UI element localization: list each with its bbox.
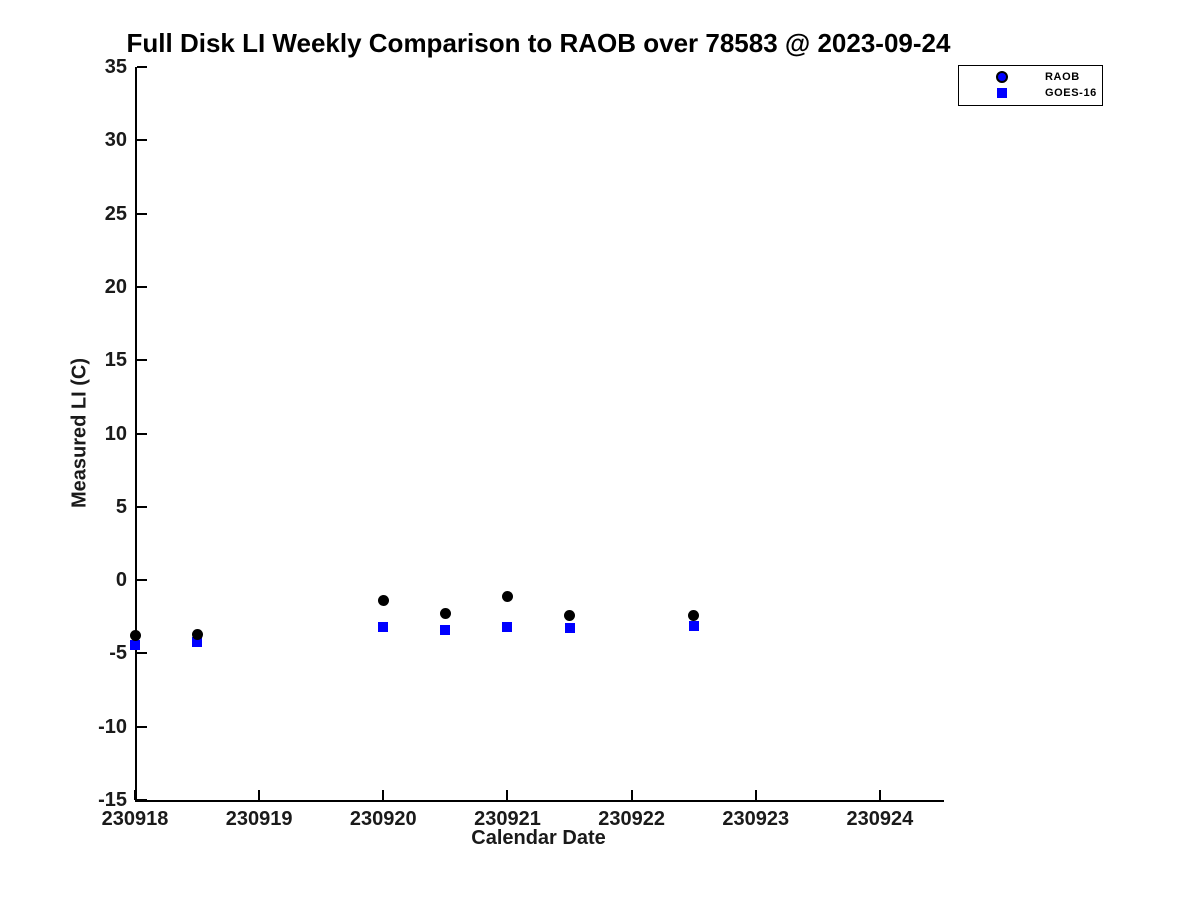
y-tick-mark: [137, 799, 147, 801]
legend-row-goes16: GOES-16: [959, 85, 1102, 101]
x-tick-label: 230918: [101, 808, 169, 830]
plot-area: [135, 67, 944, 802]
y-tick-label: 10: [104, 422, 127, 445]
y-tick-mark: [137, 432, 147, 435]
legend-square-icon: [997, 88, 1007, 98]
data-point-raob: [439, 608, 451, 620]
y-tick-label: 30: [104, 129, 127, 152]
y-tick-label: 20: [104, 275, 127, 298]
y-tick-mark: [137, 285, 147, 288]
x-tick-mark: [382, 790, 385, 800]
y-tick-mark: [137, 139, 147, 142]
data-point-goes16: [440, 624, 451, 635]
x-tick-mark: [630, 790, 633, 800]
x-tick-mark: [134, 790, 136, 800]
y-tick-label: -5: [109, 642, 127, 665]
data-point-raob: [191, 628, 203, 640]
data-point-raob: [501, 590, 513, 602]
y-tick-mark: [137, 359, 147, 362]
x-axis-label: Calendar Date: [471, 827, 606, 849]
x-tick-mark: [878, 790, 881, 800]
data-point-raob: [564, 609, 576, 621]
legend-marker-cell: [959, 71, 1045, 83]
data-point-raob: [129, 630, 141, 642]
data-point-raob: [377, 595, 389, 607]
y-tick-label: 5: [115, 495, 127, 518]
legend: RAOB GOES-16: [958, 65, 1103, 106]
y-tick-mark: [137, 725, 147, 728]
x-tick-mark: [258, 790, 261, 800]
x-tick-label: 230922: [598, 808, 665, 830]
y-tick-label: 0: [115, 569, 127, 592]
data-point-goes16: [130, 639, 140, 650]
y-tick-label: -15: [98, 789, 127, 811]
x-tick-label: 230924: [846, 808, 914, 830]
x-tick-label: 230920: [349, 808, 417, 830]
legend-circle-icon: [996, 71, 1008, 83]
legend-label: RAOB: [1045, 71, 1080, 83]
data-point-goes16: [564, 623, 575, 634]
legend-marker-cell: [959, 88, 1045, 98]
y-tick-label: 35: [104, 56, 127, 78]
y-tick-label: 25: [104, 202, 127, 225]
x-tick-mark: [754, 790, 757, 800]
chart-title: Full Disk LI Weekly Comparison to RAOB o…: [126, 28, 951, 58]
legend-row-raob: RAOB: [959, 69, 1102, 85]
data-point-goes16: [688, 620, 699, 631]
y-tick-mark: [137, 66, 147, 68]
x-tick-mark: [506, 790, 509, 800]
x-tick-label: 230923: [722, 808, 790, 830]
y-tick-mark: [137, 212, 147, 215]
y-tick-mark: [137, 505, 147, 508]
x-tick-label: 230919: [225, 808, 293, 830]
legend-label: GOES-16: [1045, 87, 1097, 99]
y-tick-label: -10: [98, 715, 127, 738]
data-point-goes16: [378, 622, 389, 632]
x-tick-label: 230921: [474, 808, 541, 830]
y-tick-label: 15: [104, 349, 127, 372]
data-point-goes16: [502, 622, 513, 632]
data-point-raob: [688, 609, 700, 621]
y-tick-mark: [137, 579, 147, 582]
data-point-goes16: [192, 636, 203, 647]
y-tick-mark: [137, 652, 147, 655]
